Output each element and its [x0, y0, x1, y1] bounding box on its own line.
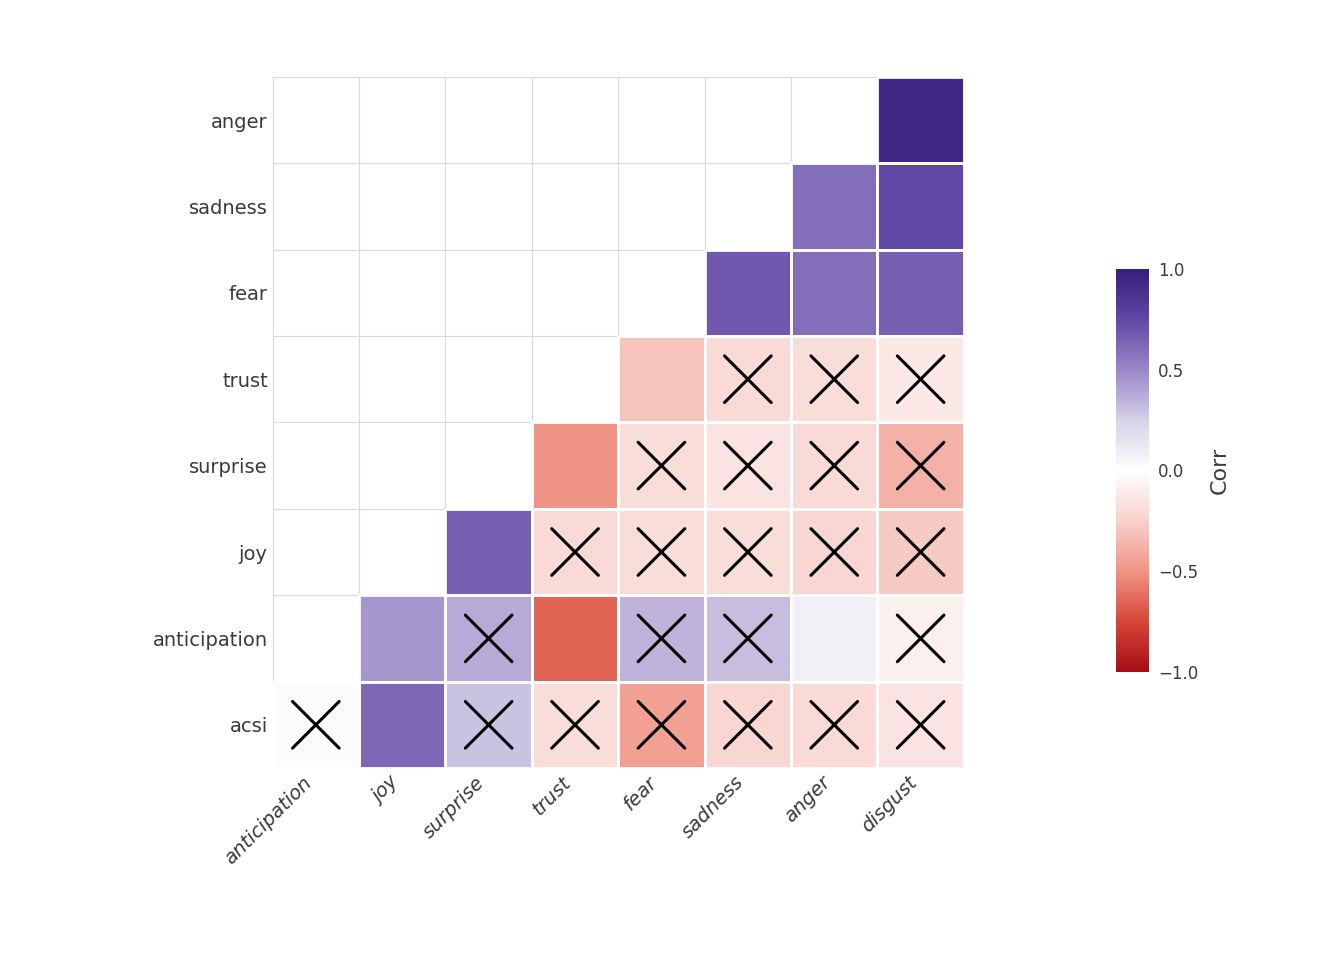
- Bar: [704, 509, 792, 595]
- Bar: [618, 682, 704, 768]
- Bar: [359, 682, 445, 768]
- Bar: [792, 336, 878, 422]
- Bar: [792, 422, 878, 509]
- Bar: [618, 509, 704, 595]
- Bar: [618, 336, 704, 422]
- Bar: [704, 250, 792, 336]
- Bar: [878, 77, 964, 163]
- Bar: [792, 595, 878, 682]
- Bar: [704, 422, 792, 509]
- Bar: [532, 422, 618, 509]
- Bar: [878, 422, 964, 509]
- Bar: [792, 595, 878, 682]
- Bar: [359, 595, 445, 682]
- Bar: [445, 682, 532, 768]
- Bar: [704, 509, 792, 595]
- Bar: [532, 682, 618, 768]
- Bar: [878, 595, 964, 682]
- Bar: [532, 509, 618, 595]
- Bar: [618, 595, 704, 682]
- Bar: [445, 595, 532, 682]
- Bar: [792, 682, 878, 768]
- Bar: [878, 336, 964, 422]
- Bar: [273, 682, 359, 768]
- Bar: [704, 422, 792, 509]
- Bar: [445, 595, 532, 682]
- Bar: [532, 682, 618, 768]
- Bar: [445, 509, 532, 595]
- Y-axis label: Corr: Corr: [1210, 446, 1230, 494]
- Bar: [618, 422, 704, 509]
- Bar: [359, 595, 445, 682]
- Bar: [878, 682, 964, 768]
- Bar: [618, 595, 704, 682]
- Bar: [792, 422, 878, 509]
- Bar: [273, 682, 359, 768]
- Bar: [878, 595, 964, 682]
- Bar: [792, 682, 878, 768]
- Bar: [792, 163, 878, 250]
- Bar: [878, 77, 964, 163]
- Bar: [618, 509, 704, 595]
- Bar: [792, 509, 878, 595]
- Bar: [878, 682, 964, 768]
- Bar: [618, 336, 704, 422]
- Bar: [878, 422, 964, 509]
- Bar: [704, 595, 792, 682]
- Bar: [618, 682, 704, 768]
- Bar: [532, 595, 618, 682]
- Bar: [878, 336, 964, 422]
- Bar: [792, 250, 878, 336]
- Bar: [878, 509, 964, 595]
- Bar: [878, 163, 964, 250]
- Bar: [792, 250, 878, 336]
- Bar: [878, 250, 964, 336]
- Bar: [792, 336, 878, 422]
- Bar: [792, 163, 878, 250]
- Bar: [359, 682, 445, 768]
- Bar: [532, 422, 618, 509]
- Bar: [878, 250, 964, 336]
- Bar: [445, 682, 532, 768]
- Bar: [704, 595, 792, 682]
- Bar: [445, 509, 532, 595]
- Bar: [532, 509, 618, 595]
- Bar: [878, 509, 964, 595]
- Bar: [704, 682, 792, 768]
- Bar: [704, 250, 792, 336]
- Bar: [878, 163, 964, 250]
- Bar: [618, 422, 704, 509]
- Bar: [704, 336, 792, 422]
- Bar: [704, 336, 792, 422]
- Bar: [792, 509, 878, 595]
- Bar: [532, 595, 618, 682]
- Bar: [704, 682, 792, 768]
